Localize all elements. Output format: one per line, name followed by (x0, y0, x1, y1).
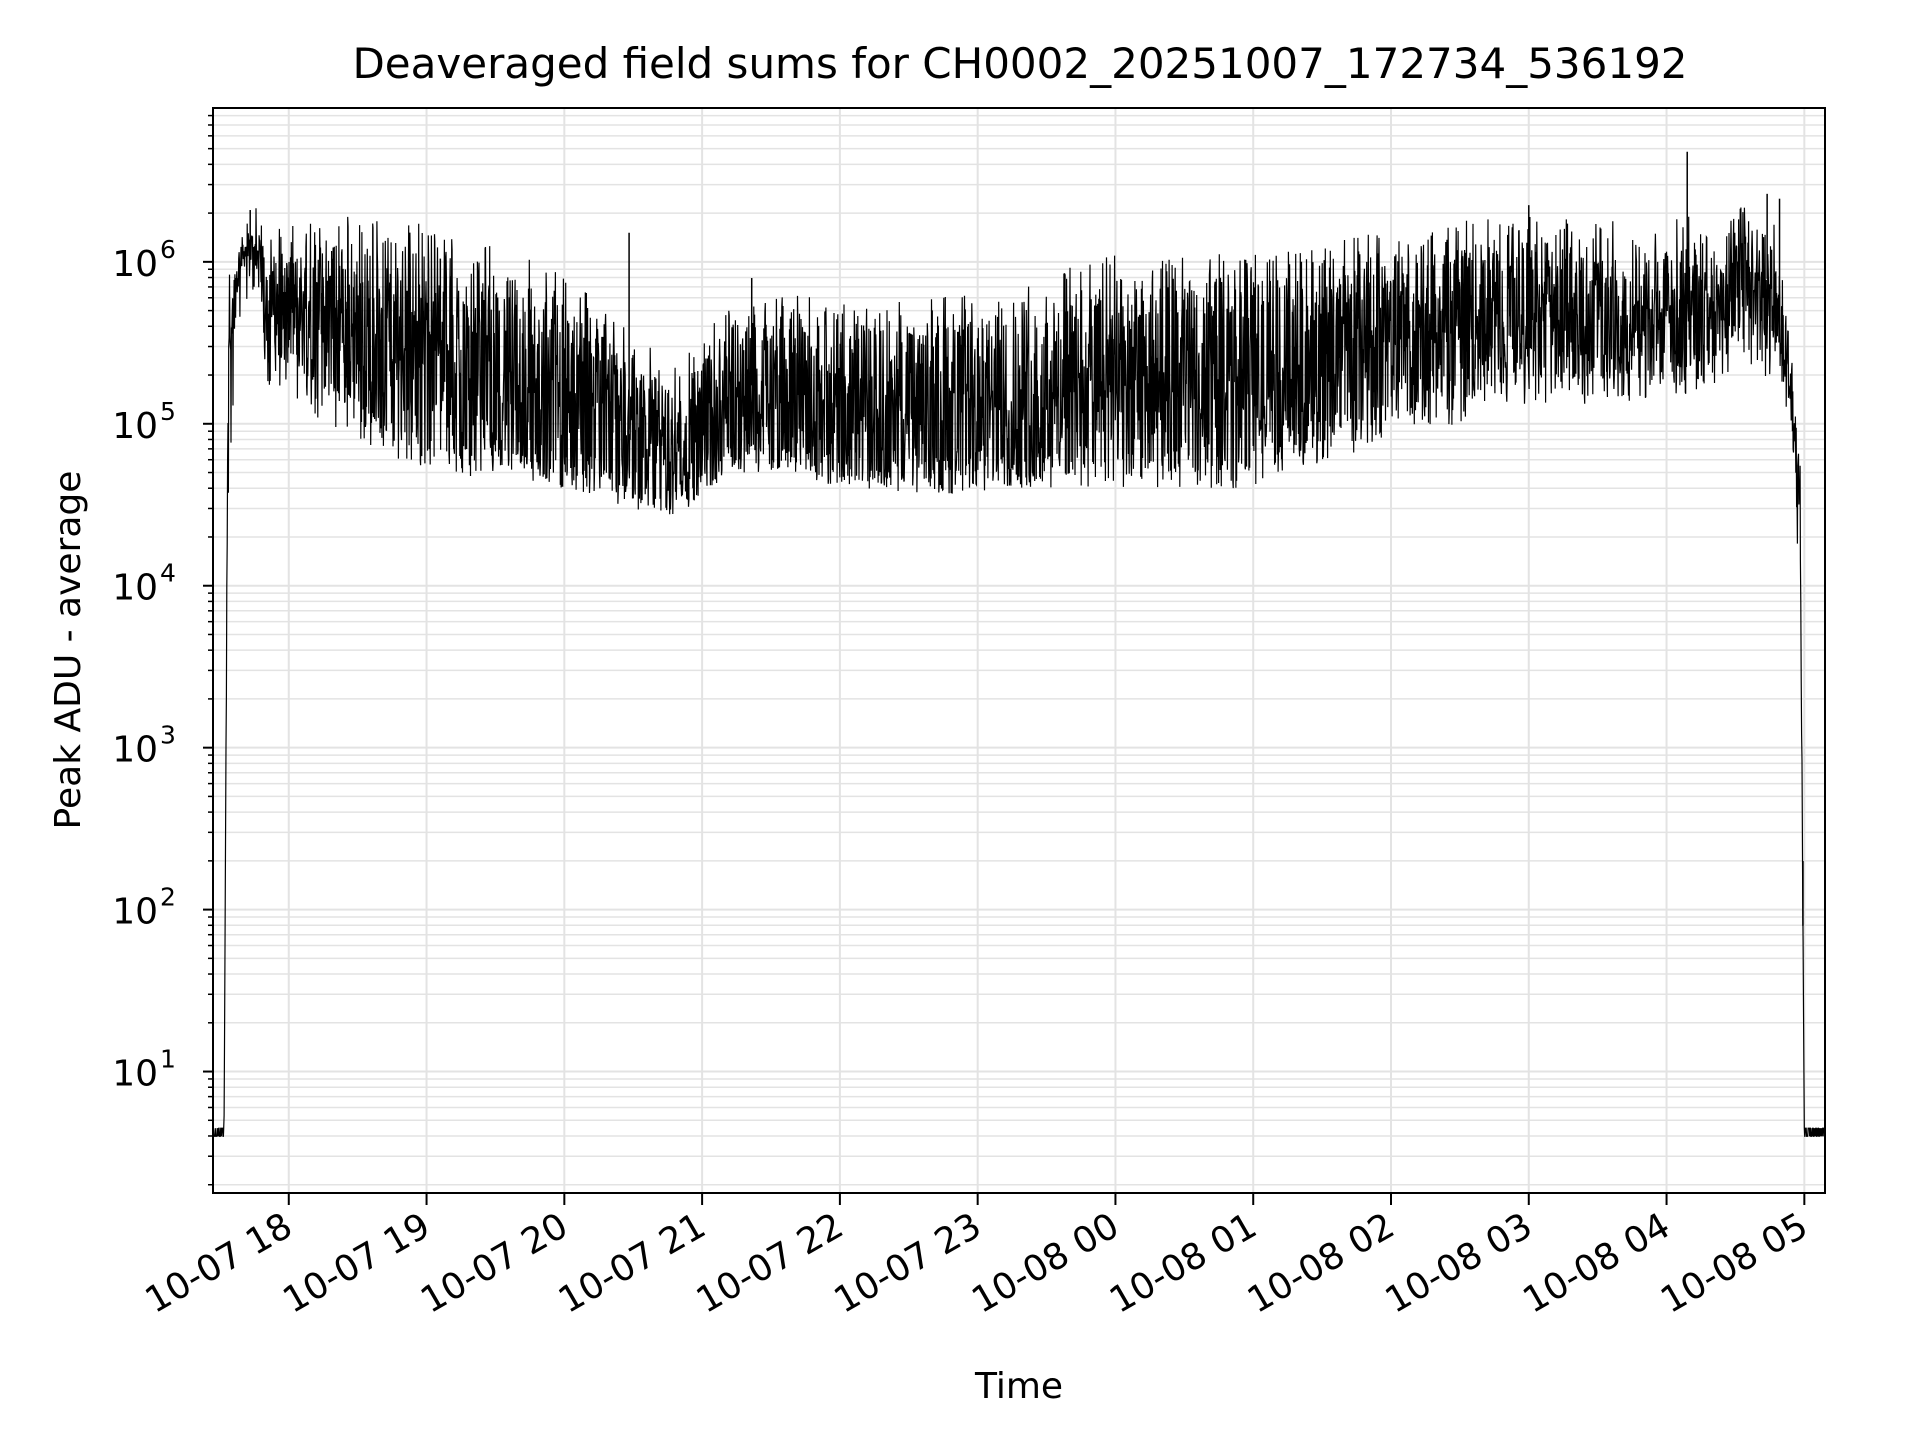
x-tick-label: 10-08 02 (1241, 1205, 1402, 1321)
y-axis-label: Peak ADU - average (48, 471, 89, 830)
x-tick-label: 10-07 18 (139, 1205, 300, 1321)
y-tick-label-exponent: 1 (160, 1045, 176, 1074)
x-tick-label: 10-08 01 (1103, 1205, 1264, 1321)
y-tick-label: 10 (112, 730, 158, 771)
x-tick-label: 10-07 22 (690, 1205, 851, 1321)
data-series (212, 151, 1826, 1137)
y-tick-label-exponent: 3 (160, 721, 176, 750)
x-tick-label: 10-08 00 (965, 1205, 1126, 1321)
x-tick-label: 10-07 23 (827, 1205, 988, 1321)
x-tick-label: 10-08 04 (1516, 1205, 1677, 1321)
y-tick-label-exponent: 6 (160, 235, 176, 264)
y-tick-label-exponent: 5 (160, 397, 176, 426)
y-tick-label: 10 (112, 406, 158, 447)
y-tick-label: 10 (112, 568, 158, 609)
x-tick-label: 10-08 05 (1654, 1205, 1815, 1321)
y-tick-label-exponent: 4 (160, 559, 176, 588)
y-tick-label: 10 (112, 1054, 158, 1095)
y-tick-label: 10 (112, 892, 158, 933)
x-tick-label: 10-08 03 (1379, 1205, 1540, 1321)
chart-title: Deaveraged field sums for CH0002_2025100… (352, 39, 1687, 88)
y-tick-label-exponent: 2 (160, 883, 176, 912)
series-line (212, 207, 1826, 1137)
x-tick-label: 10-07 19 (276, 1205, 437, 1321)
x-tick-label: 10-07 20 (414, 1205, 575, 1321)
x-axis-label: Time (974, 1366, 1063, 1407)
y-tick-label: 10 (112, 244, 158, 285)
x-tick-label: 10-07 21 (552, 1205, 713, 1321)
